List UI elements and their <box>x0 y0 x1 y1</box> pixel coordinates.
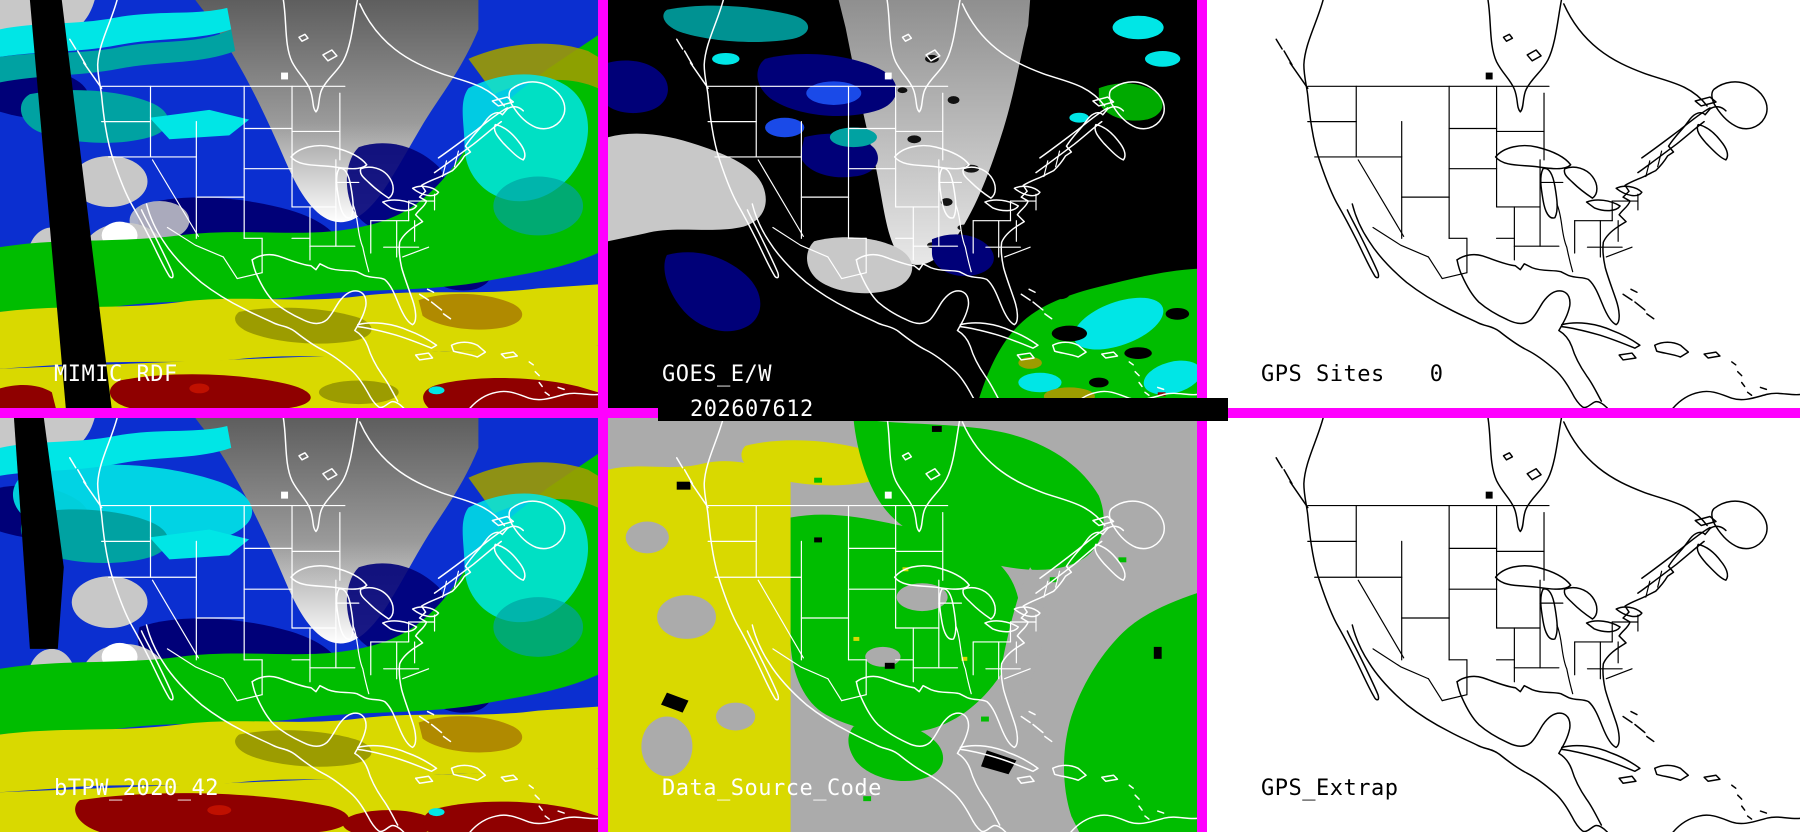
panel-mimic-rdf: MIMIC RDF <box>0 0 598 408</box>
panel-btpw: bTPW_2020_42 <box>0 418 598 832</box>
gps-extrap-map-image <box>1207 418 1800 832</box>
station-marker <box>1485 491 1493 499</box>
timestamp-bar: 202607612 <box>658 398 1228 421</box>
panel-label-gps-sites: GPS Sites 0 <box>1261 364 1443 386</box>
panel-label-btpw: bTPW_2020_42 <box>54 776 219 801</box>
gps-sites-map-image <box>1207 0 1800 408</box>
station-marker <box>281 491 289 499</box>
goes-ew-map-image <box>608 0 1197 408</box>
panel-data-source-code: Data_Source_Code <box>608 418 1197 832</box>
panel-gps-sites: GPS Sites 0 <box>1207 0 1800 408</box>
panel-label-goes-ew: GOES_E/W <box>662 362 772 387</box>
panel-label-data-source-code: Data_Source_Code <box>662 776 882 801</box>
mimic-rdf-map-image <box>0 0 598 408</box>
panel-gps-extrap: GPS_Extrap <box>1207 418 1800 832</box>
panel-goes-ew: GOES_E/W <box>608 0 1197 408</box>
gps-sites-count: 0 <box>1429 362 1444 387</box>
station-marker <box>884 491 892 499</box>
station-marker <box>884 72 892 80</box>
timestamp-text: 202607612 <box>690 396 814 422</box>
btpw-map-image <box>0 418 598 832</box>
gps-sites-text: GPS Sites <box>1261 362 1385 387</box>
data-source-map-image <box>608 418 1197 832</box>
panel-label-gps-extrap: GPS_Extrap <box>1261 776 1399 801</box>
panel-label-mimic-rdf: MIMIC RDF <box>54 362 178 387</box>
station-marker <box>281 72 289 80</box>
station-marker <box>1485 72 1493 80</box>
